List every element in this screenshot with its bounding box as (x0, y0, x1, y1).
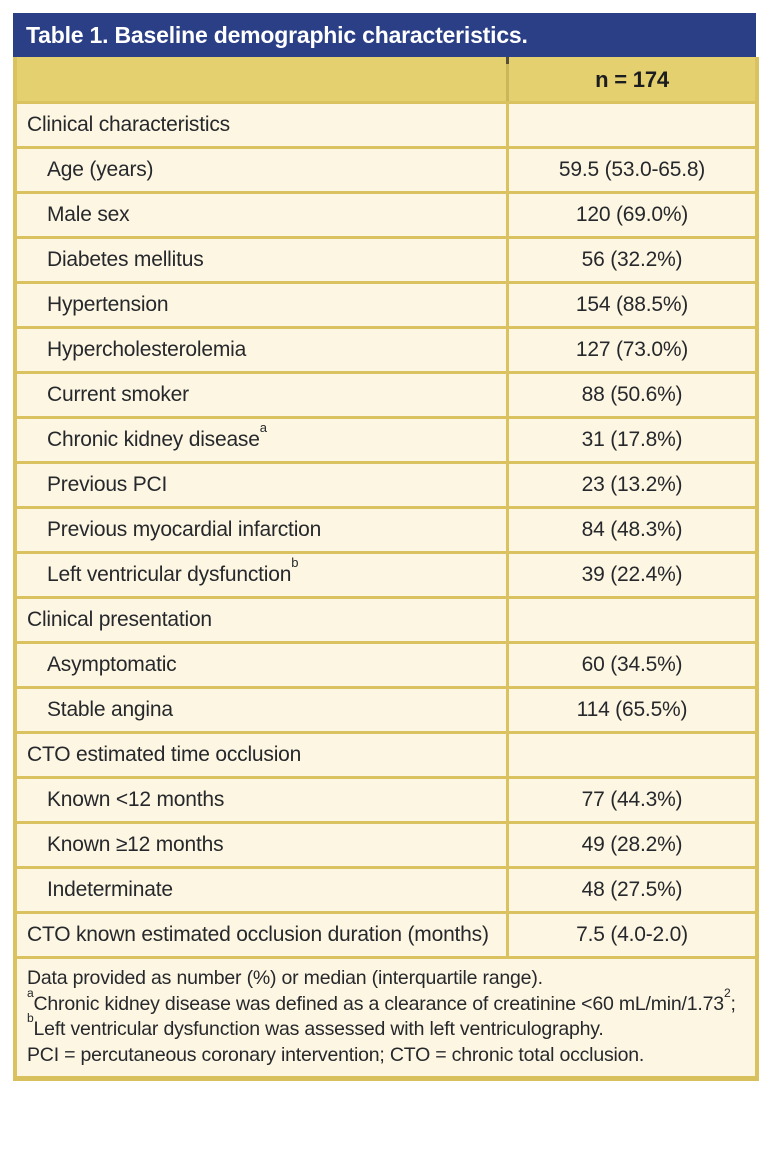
row-value: 60 (34.5%) (506, 644, 755, 686)
row-value: 77 (44.3%) (506, 779, 755, 821)
row-value: 31 (17.8%) (506, 419, 755, 461)
footnote-line: Data provided as number (%) or median (i… (27, 967, 543, 989)
row-value (506, 734, 755, 776)
table-section-row: Clinical characteristics (17, 101, 755, 146)
table-row: Known ≥12 months 49 (28.2%) (17, 821, 755, 866)
row-label: CTO estimated time occlusion (27, 743, 302, 766)
row-value: 56 (32.2%) (506, 239, 755, 281)
superscript-marker: b (27, 1011, 34, 1026)
row-label: Chronic kidney diseasea (47, 420, 267, 451)
table-header-row: n = 174 (17, 57, 755, 101)
row-label: Diabetes mellitus (47, 248, 204, 271)
table-row: Known <12 months 77 (44.3%) (17, 776, 755, 821)
table-section-row: Clinical presentation (17, 596, 755, 641)
row-value: 59.5 (53.0-65.8) (506, 149, 755, 191)
superscript-marker: a (259, 420, 267, 436)
row-value: 49 (28.2%) (506, 824, 755, 866)
row-value: 48 (27.5%) (506, 869, 755, 911)
table-row: Asymptomatic 60 (34.5%) (17, 641, 755, 686)
table-row: Stable angina 114 (65.5%) (17, 686, 755, 731)
footnote-line: PCI = percutaneous coronary intervention… (27, 1043, 645, 1066)
table-row: Diabetes mellitus 56 (32.2%) (17, 236, 755, 281)
row-value: 88 (50.6%) (506, 374, 755, 416)
row-value: 120 (69.0%) (506, 194, 755, 236)
row-label: Current smoker (47, 383, 189, 406)
demographics-table: n = 174 Clinical characteristics Age (yea… (13, 57, 759, 1081)
row-label: Previous PCI (47, 473, 168, 496)
column-divider-tick (506, 57, 509, 64)
row-label: Clinical characteristics (27, 113, 230, 136)
superscript-marker: b (291, 555, 299, 571)
row-label: Known <12 months (47, 788, 225, 811)
row-value (506, 599, 755, 641)
column-header-n: n = 174 (506, 57, 755, 101)
row-label: Hypertension (47, 293, 169, 316)
row-value (506, 104, 755, 146)
header-empty-cell (17, 57, 506, 101)
row-label: Hypercholesterolemia (47, 338, 247, 361)
row-label: Age (years) (47, 158, 154, 181)
table-section-row: CTO estimated time occlusion (17, 731, 755, 776)
table-row: Age (years) 59.5 (53.0-65.8) (17, 146, 755, 191)
row-label: Clinical presentation (27, 608, 212, 631)
table-row: Left ventricular dysfunctionb 39 (22.4%) (17, 551, 755, 596)
row-label: Known ≥12 months (47, 833, 224, 856)
footnote-line: aChronic kidney disease was defined as a… (27, 985, 736, 1040)
superscript-marker: a (27, 985, 34, 1000)
table-row: Hypercholesterolemia 127 (73.0%) (17, 326, 755, 371)
row-value: 84 (48.3%) (506, 509, 755, 551)
row-value: 127 (73.0%) (506, 329, 755, 371)
table-title: Table 1. Baseline demographic characteri… (26, 22, 528, 48)
row-label: Stable angina (47, 698, 173, 721)
table-row: Previous myocardial infarction 84 (48.3%) (17, 506, 755, 551)
table-row: Male sex 120 (69.0%) (17, 191, 755, 236)
row-value: 7.5 (4.0-2.0) (506, 914, 755, 956)
table-body: Clinical characteristics Age (years) 59.5 … (17, 101, 755, 956)
row-value: 39 (22.4%) (506, 554, 755, 596)
table-row: CTO known estimated occlusion duration (… (17, 911, 755, 956)
row-label: Male sex (47, 203, 130, 226)
table-row: Previous PCI 23 (13.2%) (17, 461, 755, 506)
superscript-marker: 2 (723, 985, 731, 1000)
row-value: 114 (65.5%) (506, 689, 755, 731)
row-value: 154 (88.5%) (506, 284, 755, 326)
row-label: Asymptomatic (47, 653, 177, 676)
row-label: Previous myocardial infarction (47, 518, 322, 541)
row-value: 23 (13.2%) (506, 464, 755, 506)
table-row: Hypertension 154 (88.5%) (17, 281, 755, 326)
row-label: CTO known estimated occlusion duration (… (27, 923, 489, 946)
table-row: Current smoker 88 (50.6%) (17, 371, 755, 416)
table-footnote: Data provided as number (%) or median (i… (17, 956, 755, 1076)
row-label: Left ventricular dysfunctionb (47, 555, 299, 586)
table-row: Chronic kidney diseasea 31 (17.8%) (17, 416, 755, 461)
row-label: Indeterminate (47, 878, 173, 901)
table-title-bar: Table 1. Baseline demographic characteri… (13, 13, 756, 57)
table-row: Indeterminate 48 (27.5%) (17, 866, 755, 911)
